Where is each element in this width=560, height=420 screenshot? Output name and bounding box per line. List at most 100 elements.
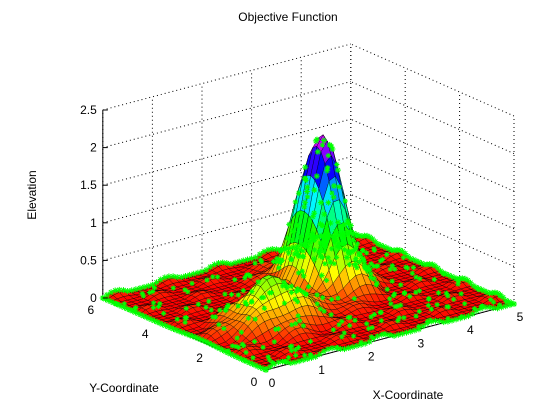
sample-point bbox=[161, 310, 167, 316]
sample-point bbox=[115, 301, 121, 307]
sample-point bbox=[378, 309, 384, 315]
sample-point bbox=[324, 167, 331, 174]
sample-point bbox=[300, 272, 307, 279]
sample-point bbox=[236, 258, 243, 265]
surface-layer bbox=[102, 134, 515, 371]
sample-point bbox=[462, 301, 468, 307]
sample-point bbox=[149, 281, 156, 288]
sample-point bbox=[416, 308, 422, 314]
sample-point bbox=[366, 326, 372, 332]
sample-point bbox=[445, 304, 452, 310]
grid-line bbox=[102, 81, 351, 149]
sample-point bbox=[400, 255, 406, 261]
sample-point bbox=[320, 295, 326, 301]
sample-point bbox=[328, 312, 334, 318]
sample-point bbox=[387, 332, 393, 338]
sample-point bbox=[319, 142, 325, 148]
sample-point bbox=[318, 272, 325, 279]
sample-point bbox=[155, 303, 162, 310]
sample-point bbox=[347, 222, 354, 229]
sample-point bbox=[399, 330, 406, 337]
sample-point bbox=[358, 339, 364, 345]
sample-point bbox=[242, 275, 248, 281]
sample-point bbox=[210, 274, 216, 280]
sample-point bbox=[203, 304, 209, 310]
sample-point bbox=[332, 237, 339, 244]
sample-point bbox=[282, 358, 289, 364]
sample-point bbox=[296, 358, 303, 365]
sample-point bbox=[185, 289, 191, 295]
sample-point bbox=[347, 314, 353, 320]
sample-point bbox=[410, 264, 416, 271]
x-tick-label: 4 bbox=[467, 323, 474, 337]
grid-line bbox=[350, 156, 515, 230]
sample-point bbox=[329, 146, 336, 152]
sample-point bbox=[252, 260, 258, 266]
sample-point bbox=[127, 307, 133, 313]
grid-line bbox=[102, 156, 351, 224]
sample-point bbox=[389, 263, 395, 269]
sample-point bbox=[341, 330, 347, 336]
sample-point bbox=[297, 318, 303, 324]
sample-point bbox=[170, 285, 176, 291]
sample-point bbox=[242, 357, 248, 363]
sample-point bbox=[324, 277, 330, 283]
y-tick-label: 2 bbox=[196, 351, 203, 365]
z-tick-label: 0.5 bbox=[80, 253, 97, 267]
sample-point bbox=[388, 301, 394, 307]
sample-point bbox=[471, 306, 477, 312]
sample-point bbox=[325, 199, 332, 206]
sample-point bbox=[302, 352, 308, 358]
sample-point bbox=[331, 261, 337, 267]
sample-point bbox=[190, 270, 197, 277]
sample-point bbox=[302, 164, 309, 171]
sample-point bbox=[304, 194, 310, 200]
sample-point bbox=[341, 241, 347, 247]
z-tick-label: 0 bbox=[90, 291, 97, 305]
sample-point bbox=[413, 289, 419, 295]
sample-point bbox=[208, 307, 214, 313]
sample-point bbox=[240, 288, 246, 294]
sample-point bbox=[403, 264, 409, 270]
sample-point bbox=[392, 304, 398, 310]
sample-point bbox=[502, 303, 509, 310]
sample-point bbox=[295, 286, 301, 292]
sample-point bbox=[265, 246, 272, 253]
grid-line bbox=[102, 118, 351, 186]
sample-point bbox=[314, 301, 320, 307]
sample-point bbox=[266, 357, 273, 363]
sample-point bbox=[238, 329, 244, 335]
sample-point bbox=[479, 303, 485, 309]
sample-point bbox=[239, 341, 245, 347]
sample-point bbox=[212, 314, 219, 320]
sample-point bbox=[336, 240, 343, 247]
sample-point bbox=[297, 234, 304, 241]
sample-point bbox=[346, 262, 353, 268]
sample-point bbox=[132, 306, 138, 312]
sample-point bbox=[120, 287, 127, 294]
sample-point bbox=[269, 359, 275, 366]
sample-point bbox=[290, 228, 297, 235]
sample-point bbox=[256, 251, 263, 258]
sample-point bbox=[223, 260, 230, 267]
sample-point bbox=[291, 251, 298, 257]
sample-point bbox=[321, 211, 328, 218]
sample-point bbox=[182, 273, 189, 279]
sample-point bbox=[364, 267, 371, 274]
sample-point bbox=[216, 322, 222, 328]
sample-point bbox=[330, 194, 337, 201]
sample-point bbox=[455, 276, 461, 282]
sample-point bbox=[240, 257, 247, 264]
sample-point bbox=[273, 326, 279, 332]
sample-point bbox=[378, 331, 385, 338]
sample-point bbox=[311, 187, 318, 194]
sample-point bbox=[413, 313, 419, 319]
sample-point bbox=[371, 311, 377, 318]
sample-point bbox=[342, 198, 348, 204]
sample-point bbox=[294, 299, 300, 305]
sample-point bbox=[299, 253, 305, 259]
x-tick-label: 3 bbox=[417, 336, 424, 350]
sample-point bbox=[222, 291, 228, 297]
sample-point bbox=[308, 352, 314, 358]
